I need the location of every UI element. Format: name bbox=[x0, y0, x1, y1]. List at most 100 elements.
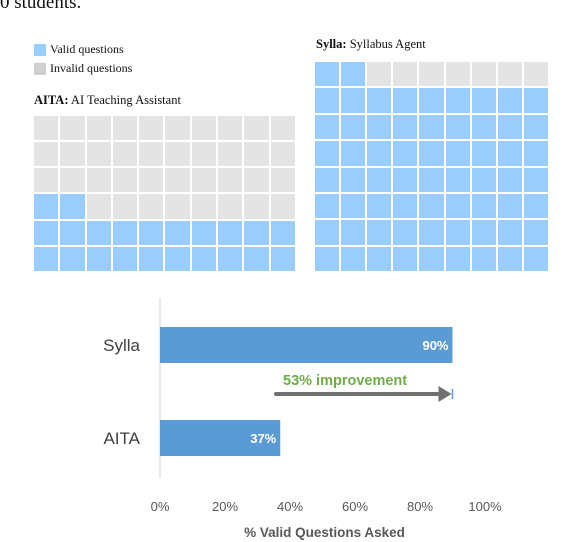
aita-valid-cell bbox=[86, 220, 111, 245]
sylla-valid-cell bbox=[393, 141, 418, 166]
x-tick-label: 60% bbox=[342, 499, 368, 514]
legend-swatch-valid bbox=[34, 43, 46, 56]
aita-invalid-cell bbox=[86, 168, 111, 193]
aita-valid-cell bbox=[165, 246, 190, 271]
legend-swatch-invalid bbox=[34, 62, 46, 75]
sylla-valid-cell bbox=[393, 88, 418, 113]
aita-invalid-cell bbox=[165, 194, 190, 219]
sylla-valid-cell bbox=[367, 167, 392, 192]
sylla-valid-cell bbox=[315, 114, 340, 140]
aita-valid-cell bbox=[270, 220, 295, 245]
sylla-valid-cell bbox=[341, 167, 366, 192]
sylla-valid-cell bbox=[445, 193, 470, 219]
aita-invalid-cell bbox=[218, 142, 243, 167]
aita-invalid-cell bbox=[191, 142, 217, 167]
sylla-valid-cell bbox=[367, 141, 392, 166]
x-axis-title: % Valid Questions Asked bbox=[244, 525, 405, 540]
value-label-aita: 37% bbox=[250, 431, 276, 446]
aita-title-rest: AI Teaching Assistant bbox=[68, 93, 181, 107]
aita-valid-cell bbox=[34, 194, 59, 219]
category-label-aita: AITA bbox=[103, 429, 140, 448]
sylla-valid-cell bbox=[497, 220, 522, 245]
sylla-valid-cell bbox=[523, 220, 548, 245]
sylla-valid-cell bbox=[445, 167, 470, 192]
aita-invalid-cell bbox=[270, 116, 295, 141]
aita-invalid-cell bbox=[244, 116, 269, 141]
aita-invalid-cell bbox=[86, 116, 111, 141]
sylla-title-bold: Sylla: bbox=[316, 37, 347, 51]
x-tick-label: 80% bbox=[407, 499, 433, 514]
legend-label-invalid: Invalid questions bbox=[50, 61, 133, 75]
sylla-valid-cell bbox=[341, 62, 366, 87]
sylla-valid-cell bbox=[341, 246, 366, 271]
aita-invalid-cell bbox=[112, 116, 138, 141]
sylla-invalid-cell bbox=[393, 62, 418, 87]
sylla-invalid-cell bbox=[471, 62, 496, 87]
sylla-valid-cell bbox=[367, 114, 392, 140]
sylla-title-rest: Syllabus Agent bbox=[346, 37, 426, 51]
aita-invalid-cell bbox=[218, 116, 243, 141]
sylla-valid-cell bbox=[341, 220, 366, 245]
sylla-valid-cell bbox=[445, 141, 470, 166]
sylla-valid-cell bbox=[341, 114, 366, 140]
sylla-valid-cell bbox=[393, 167, 418, 192]
legend-item-valid: Valid questions bbox=[34, 40, 132, 59]
legend-item-invalid: Invalid questions bbox=[34, 59, 132, 78]
sylla-valid-cell bbox=[419, 193, 444, 219]
aita-valid-cell bbox=[60, 220, 85, 245]
sylla-invalid-cell bbox=[497, 62, 522, 87]
sylla-valid-cell bbox=[393, 220, 418, 245]
sylla-invalid-cell bbox=[367, 62, 392, 87]
sylla-valid-cell bbox=[523, 114, 548, 140]
waffle-legend: Valid questions Invalid questions bbox=[34, 40, 132, 78]
sylla-valid-cell bbox=[523, 167, 548, 192]
sylla-invalid-cell bbox=[523, 62, 548, 87]
sylla-valid-cell bbox=[367, 246, 392, 271]
sylla-valid-cell bbox=[419, 114, 444, 140]
aita-invalid-cell bbox=[86, 194, 111, 219]
aita-valid-cell bbox=[191, 220, 217, 245]
sylla-valid-cell bbox=[419, 246, 444, 271]
aita-valid-cell bbox=[244, 246, 269, 271]
sylla-valid-cell bbox=[471, 88, 496, 113]
aita-invalid-cell bbox=[191, 168, 217, 193]
aita-grid-title: AITA: AI Teaching Assistant bbox=[34, 93, 181, 108]
sylla-valid-cell bbox=[497, 141, 522, 166]
improvement-arrow-head bbox=[438, 386, 452, 402]
aita-valid-cell bbox=[270, 246, 295, 271]
aita-invalid-cell bbox=[270, 168, 295, 193]
valid-questions-bar-chart: Sylla 90% AITA 37% 0% 20% 40% 60% 80% 100% % Valid… bbox=[103, 298, 502, 540]
aita-invalid-cell bbox=[244, 168, 269, 193]
sylla-valid-cell bbox=[471, 167, 496, 192]
sylla-valid-cell bbox=[419, 88, 444, 113]
sylla-valid-cell bbox=[393, 246, 418, 271]
aita-valid-cell bbox=[139, 220, 164, 245]
bar-sylla bbox=[160, 327, 453, 363]
sylla-valid-cell bbox=[315, 193, 340, 219]
sylla-valid-cell bbox=[445, 88, 470, 113]
sylla-valid-cell bbox=[471, 220, 496, 245]
sylla-waffle-grid bbox=[315, 62, 548, 271]
sylla-valid-cell bbox=[471, 141, 496, 166]
aita-valid-cell bbox=[34, 220, 59, 245]
sylla-valid-cell bbox=[497, 167, 522, 192]
aita-invalid-cell bbox=[139, 168, 164, 193]
sylla-valid-cell bbox=[497, 246, 522, 271]
sylla-valid-cell bbox=[471, 246, 496, 271]
aita-invalid-cell bbox=[165, 168, 190, 193]
sylla-invalid-cell bbox=[419, 62, 444, 87]
improvement-annotation-label: 53% improvement bbox=[283, 373, 407, 389]
category-label-sylla: Sylla bbox=[103, 336, 140, 355]
aita-valid-cell bbox=[60, 246, 85, 271]
aita-invalid-cell bbox=[218, 194, 243, 219]
aita-invalid-cell bbox=[139, 194, 164, 219]
aita-valid-cell bbox=[34, 246, 59, 271]
sylla-valid-cell bbox=[315, 246, 340, 271]
page-caption: 0 students. bbox=[0, 0, 82, 13]
aita-invalid-cell bbox=[34, 142, 59, 167]
sylla-valid-cell bbox=[471, 193, 496, 219]
sylla-valid-cell bbox=[497, 88, 522, 113]
aita-invalid-cell bbox=[244, 142, 269, 167]
bar-aita bbox=[160, 420, 281, 456]
x-tick-label: 0% bbox=[151, 499, 170, 514]
